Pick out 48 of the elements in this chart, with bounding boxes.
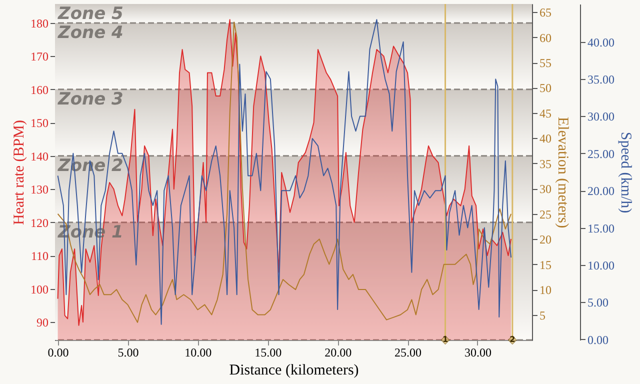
y-axis-title: Heart rate (BPM) [12, 120, 28, 225]
y-tick-label: 120 [30, 216, 48, 230]
band-label: Zone 5 [57, 4, 124, 24]
annotation: 2 [510, 335, 516, 344]
x-tick-label: 15.00 [254, 346, 282, 360]
y-tick-label: 150 [30, 116, 48, 130]
y2-tick-label: 30 [540, 182, 552, 196]
y2-tick-label: 50 [540, 81, 552, 96]
y3-tick-label: 30.00 [588, 110, 614, 124]
y3-tick-label: 0.00 [588, 332, 608, 347]
y2-tick-label: 15 [540, 258, 552, 272]
y2-tick-label: 5 [540, 308, 546, 322]
x-tick-label: 20.00 [324, 346, 352, 360]
y3-tick-label: 20.00 [588, 184, 614, 198]
y3-tick-label: 25.00 [588, 146, 614, 161]
y-tick-label: 90 [36, 316, 48, 330]
y2-axis-title: Elevation (meters) [554, 116, 570, 228]
y3-tick-label: 40.00 [588, 35, 614, 50]
y3-tick-label: 35.00 [588, 72, 614, 87]
x-tick-label: 5.00 [118, 346, 139, 360]
annotation: 1 [442, 335, 448, 344]
y2-tick-label: 40 [540, 132, 552, 146]
band-label: Zone 3 [57, 89, 124, 110]
y3-axis-title: Speed (km/h) [618, 132, 634, 214]
y-tick-label: 100 [30, 282, 48, 296]
y2-tick-label: 20 [540, 232, 552, 247]
y-tick-label: 170 [30, 50, 48, 64]
y2-tick-label: 35 [540, 156, 552, 171]
y-tick-label: 160 [30, 82, 48, 97]
y-tick-label: 130 [30, 182, 48, 197]
y-tick-label: 140 [30, 149, 48, 164]
y2-tick-label: 55 [540, 56, 552, 70]
band-label: Zone 4 [57, 22, 124, 43]
y3-tick-label: 10.00 [588, 258, 614, 272]
x-tick-label: 25.00 [394, 346, 422, 360]
y2-tick-label: 60 [540, 30, 552, 45]
x-tick-label: 30.00 [464, 346, 492, 360]
y2-tick-label: 25 [540, 207, 552, 222]
x-axis-title: Distance (kilometers) [229, 362, 359, 378]
y3-tick-label: 15.00 [588, 221, 614, 236]
y2-tick-label: 10 [540, 283, 552, 298]
y2-tick-label: 65 [540, 6, 552, 20]
x-tick-label: 10.00 [184, 346, 212, 360]
y3-tick-label: 5.00 [588, 296, 608, 310]
y-tick-label: 180 [30, 16, 48, 30]
y2-tick-label: 45 [540, 106, 552, 120]
y-tick-label: 110 [30, 249, 48, 264]
x-tick-label: 0.00 [48, 346, 69, 360]
